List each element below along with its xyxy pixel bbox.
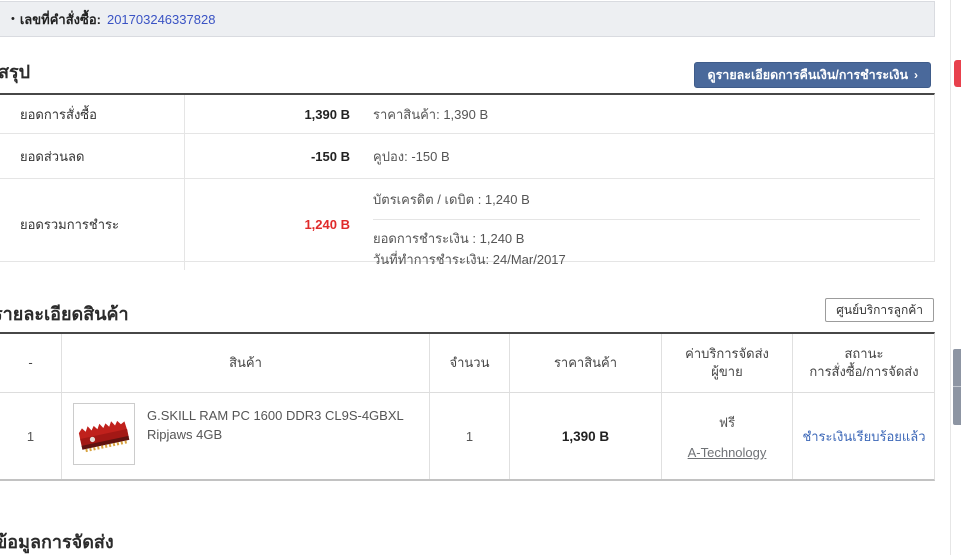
row-amount: 1,390 B <box>304 106 350 122</box>
product-quantity: 1 <box>430 393 510 479</box>
order-number-bar: • เลขที่คำสั่งซื้อ: 201703246337828 <box>0 1 935 37</box>
chevron-right-icon: › <box>914 68 918 82</box>
row-detail: คูปอง: -150 B <box>373 148 450 164</box>
product-index: 1 <box>0 393 62 479</box>
order-status-cell: ชำระเงินเรียบร้อยแล้ว <box>793 393 935 479</box>
refund-details-button[interactable]: ดูรายละเอียดการคืนเงิน/การชำระเงิน › <box>694 62 931 88</box>
payment-method: บัตรเครดิต / เดบิต : 1,240 B <box>373 189 920 220</box>
summary-heading: สรุป <box>0 62 31 82</box>
row-label: ยอดส่วนลด <box>0 134 185 178</box>
product-cell: G.SKILL RAM PC 1600 DDR3 CL9S-4GBXL Ripj… <box>62 393 430 479</box>
payment-amount: ยอดการชำระเงิน : 1,240 B <box>373 231 525 246</box>
product-table-header: - สินค้า จำนวน ราคาสินค้า ค่าบริการจัดส่… <box>0 334 934 393</box>
row-label: ยอดการสั่งซื้อ <box>0 95 185 133</box>
refund-details-button-label: ดูรายละเอียดการคืนเงิน/การชำระเงิน <box>707 68 908 82</box>
order-number-link[interactable]: 201703246337828 <box>106 11 216 27</box>
col-header-product: สินค้า <box>62 334 430 392</box>
product-table: - สินค้า จำนวน ราคาสินค้า ค่าบริการจัดส่… <box>0 332 935 481</box>
seller-link[interactable]: A-Technology <box>687 445 767 460</box>
shipping-fee: ฟรี <box>718 415 736 430</box>
col-header-status: สถานะ การสั่งซื้อ/การจัดส่ง <box>809 346 919 379</box>
col-header-quantity: จำนวน <box>430 334 510 392</box>
bullet-icon: • <box>11 13 15 25</box>
product-name: G.SKILL RAM PC 1600 DDR3 CL9S-4GBXL Ripj… <box>147 408 404 442</box>
col-header-index: - <box>0 334 62 392</box>
row-label: ยอดรวมการชำระ <box>0 179 185 270</box>
page-edge-divider <box>950 0 951 555</box>
summary-row-payment-total: ยอดรวมการชำระ 1,240 B บัตรเครดิต / เดบิต… <box>0 179 934 270</box>
side-scroll-tabs[interactable] <box>953 349 961 425</box>
side-tabs-divider <box>953 386 961 387</box>
product-thumbnail[interactable] <box>73 403 135 465</box>
order-status-link[interactable]: ชำระเงินเรียบร้อยแล้ว <box>802 428 926 444</box>
table-row: 1 <box>0 393 934 479</box>
customer-service-button[interactable]: ศูนย์บริการลูกค้า <box>825 298 934 322</box>
payment-date: วันที่ทำการชำระเงิน: 24/Mar/2017 <box>373 252 566 267</box>
row-amount: -150 B <box>310 148 350 164</box>
order-summary-table: ยอดการสั่งซื้อ 1,390 B ราคาสินค้า: 1,390… <box>0 93 935 270</box>
product-price: 1,390 B <box>510 393 662 479</box>
summary-row-discount: ยอดส่วนลด -150 B คูปอง: -150 B <box>0 134 934 179</box>
shipping-fee-cell: ฟรี A-Technology <box>662 393 793 479</box>
product-details-heading: รายละเอียดสินค้า <box>0 304 129 324</box>
feedback-tab-icon[interactable] <box>954 60 961 87</box>
shipping-info-heading: ข้อมูลการจัดส่ง <box>0 532 114 552</box>
col-header-price: ราคาสินค้า <box>510 334 662 392</box>
summary-row-order-total: ยอดการสั่งซื้อ 1,390 B ราคาสินค้า: 1,390… <box>0 95 934 134</box>
payment-detail-cell: บัตรเครดิต / เดบิต : 1,240 B ยอดการชำระเ… <box>370 179 935 270</box>
ram-product-photo <box>78 420 130 453</box>
col-header-shipping: ค่าบริการจัดส่ง ผู้ขาย <box>662 334 793 392</box>
order-number-label: เลขที่คำสั่งซื้อ: <box>19 11 101 27</box>
row-detail: ราคาสินค้า: 1,390 B <box>373 106 489 122</box>
row-amount-total: 1,240 B <box>304 217 350 232</box>
